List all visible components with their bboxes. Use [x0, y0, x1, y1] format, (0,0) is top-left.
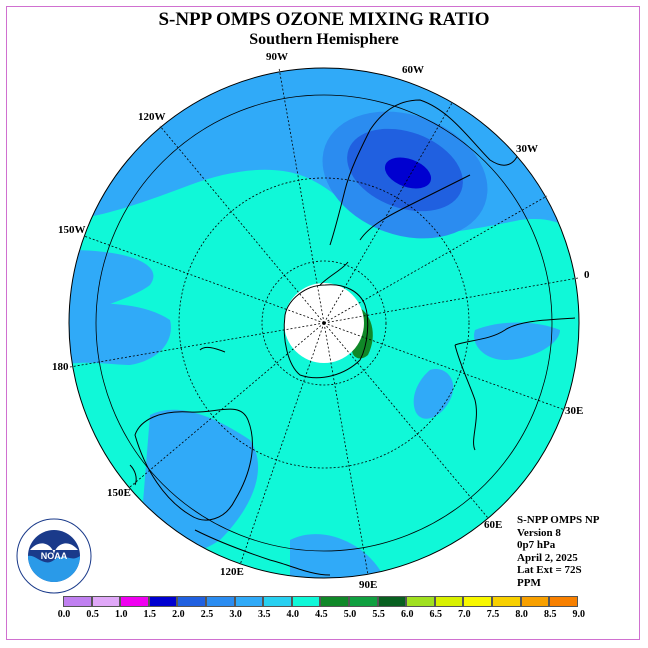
colorbar-tick-label: 6.0 — [400, 609, 414, 620]
region-1p5-2p0 — [384, 157, 432, 189]
colorbar-ticks: 0.0 0.5 1.0 1.5 2.0 2.5 3.0 3.5 4.0 4.5 5.0 5.5 6.0 6… — [0, 609, 648, 623]
colorbar-tick-label: 3.5 — [257, 609, 271, 620]
colorbar-tick-label: 5.0 — [343, 609, 357, 620]
colorbar-tick-label: 9.0 — [572, 609, 586, 620]
colorbar-swatch — [120, 596, 149, 607]
label-150e: 150E — [107, 487, 131, 499]
colorbar-tick-label: 1.5 — [143, 609, 157, 620]
colorbar-tick-label: 5.5 — [372, 609, 385, 620]
info-units: PPM — [517, 576, 541, 589]
info-instrument: S-NPP OMPS NP — [517, 514, 600, 526]
colorbar-tick-label: 2.0 — [172, 609, 185, 620]
colorbar-swatch — [263, 596, 292, 607]
meridian-labels: 90W 60W 30W 0 30E 60E 90E 120E 150E 180 … — [52, 51, 590, 591]
colorbar-swatch — [520, 596, 550, 607]
label-180: 180 — [52, 361, 69, 373]
colorbar — [63, 596, 578, 607]
colorbar-swatch — [434, 596, 464, 607]
colorbar-swatch — [463, 596, 492, 607]
colorbar-swatch — [291, 596, 321, 607]
colorbar-tick-label: 0.0 — [57, 609, 71, 620]
colorbar-tick-label: 4.0 — [286, 609, 300, 620]
graticule — [69, 67, 579, 576]
colorbar-swatch — [148, 596, 178, 607]
colorbar-swatch — [234, 596, 264, 607]
info-panel: S-NPP OMPS NP Version 8 0p7 hPa April 2,… — [517, 514, 600, 589]
label-60w: 60W — [402, 64, 424, 76]
colorbar-swatch — [63, 596, 92, 607]
colorbar-swatch — [406, 596, 435, 607]
colorbar-swatch — [177, 596, 206, 607]
colorbar-tick-label: 8.5 — [543, 609, 557, 620]
info-version: Version 8 — [517, 526, 561, 539]
colorbar-tick-label: 1.0 — [114, 609, 128, 620]
colorbar-tick-label: 2.5 — [200, 609, 214, 620]
logo-text: NOAA — [41, 551, 68, 561]
colorbar-swatch — [91, 596, 121, 607]
figure-frame — [6, 6, 640, 640]
map-subtitle: Southern Hemisphere — [249, 31, 399, 48]
colorbar-tick-label: 0.5 — [86, 609, 99, 620]
colorbar-swatch — [320, 596, 349, 607]
colorbar-swatch — [348, 596, 378, 607]
colorbar-swatch — [205, 596, 235, 607]
colorbar-tick-label: 6.5 — [429, 609, 443, 620]
label-0: 0 — [584, 269, 590, 281]
info-pressure: 0p7 hPa — [517, 539, 556, 551]
colorbar-swatch — [377, 596, 407, 607]
label-150w: 150W — [58, 224, 86, 236]
ozone-field — [69, 68, 579, 578]
colorbar-swatch — [491, 596, 521, 607]
label-90w: 90W — [266, 51, 288, 63]
colorbar-tick-label: 7.0 — [458, 609, 471, 620]
coastlines — [129, 99, 576, 576]
colorbar-tick-label: 3.0 — [229, 609, 242, 620]
south-pole-marker — [322, 321, 326, 325]
colorbar-tick-label: 4.5 — [315, 609, 328, 620]
label-120e: 120E — [220, 566, 244, 578]
map-title: S-NPP OMPS OZONE MIXING RATIO — [158, 9, 490, 30]
label-30w: 30W — [516, 143, 538, 155]
colorbar-tick-label: 8.0 — [515, 609, 528, 620]
map-boundary — [68, 67, 580, 579]
label-90e: 90E — [359, 579, 377, 591]
colorbar-swatch — [549, 596, 578, 607]
info-date: April 2, 2025 — [517, 551, 578, 564]
noaa-logo: NOAA — [16, 518, 92, 594]
info-lat-extent: Lat Ext = 72S — [517, 564, 582, 576]
label-120w: 120W — [138, 111, 166, 123]
label-60e: 60E — [484, 519, 502, 531]
colorbar-tick-label: 7.5 — [486, 609, 500, 620]
label-30e: 30E — [565, 405, 583, 417]
